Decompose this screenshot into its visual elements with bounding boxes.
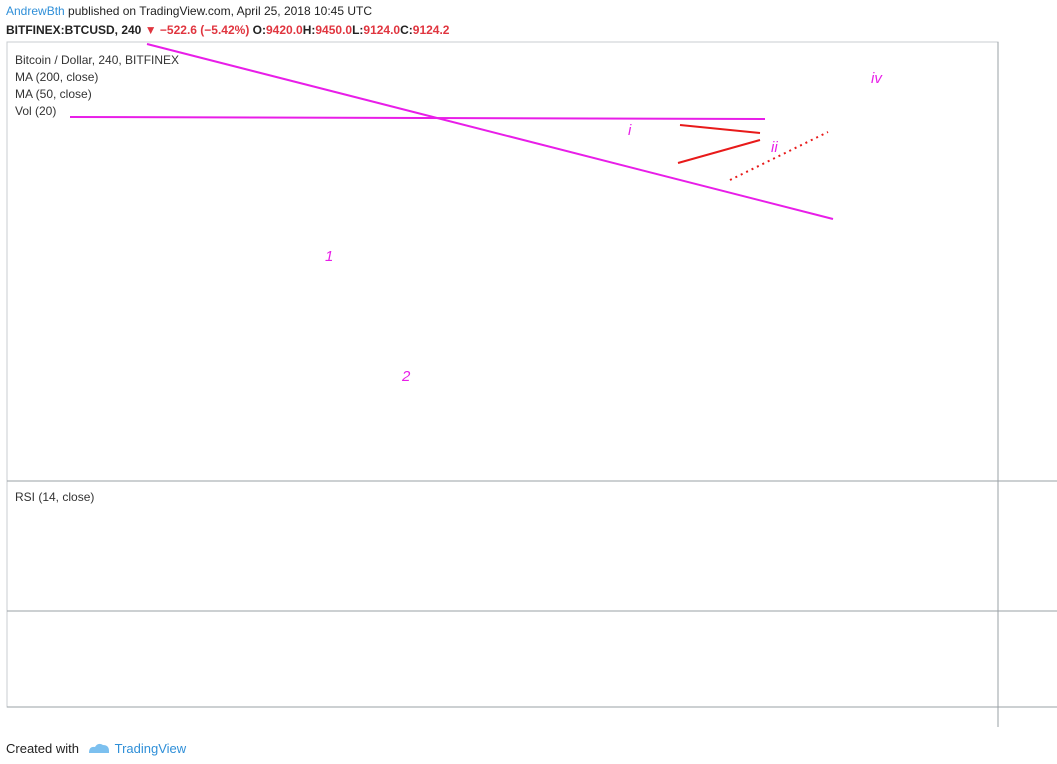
trend-line — [146, 43, 834, 220]
created: Created with — [6, 741, 79, 756]
ohlc-label: C: — [400, 23, 413, 37]
legend-entry: MA (200, close) — [15, 70, 98, 84]
wave-label: iv — [871, 70, 883, 87]
ohlc-value: 9124.2 — [412, 23, 450, 37]
wave-label: ii — [771, 139, 778, 156]
ohlc-label: O: — [252, 23, 266, 37]
logo — [88, 743, 109, 753]
brand[interactable]: TradingView — [114, 741, 187, 756]
legend-entry: RSI (14, close) — [15, 490, 94, 504]
triangle-line — [677, 139, 761, 164]
ohlc-value: 9124.0 — [363, 23, 401, 37]
ohlc-value: 9450.0 — [315, 23, 353, 37]
ohlc-value: 9420.0 — [266, 23, 303, 37]
chart-title: Bitcoin / Dollar, 240, BITFINEX — [15, 53, 179, 67]
published: published on TradingView.com, April 25, … — [68, 4, 373, 18]
header: AndrewBth published on TradingView.com, … — [6, 4, 372, 18]
legend-entry: Vol (20) — [15, 104, 56, 118]
ohlc: O:9420.0H:9450.0L:9124.0C:9124.2 — [253, 23, 450, 37]
wave-label: 2 — [401, 368, 411, 385]
legend-entry: MA (50, close) — [15, 87, 92, 101]
resistance-line — [69, 116, 766, 120]
ohlc-label: L: — [352, 23, 364, 37]
frame — [6, 41, 999, 708]
triangle-line — [679, 124, 761, 134]
change: ▼ −522.6 (−5.42%) — [144, 23, 250, 37]
wave-label: 1 — [325, 248, 333, 265]
ticker: BITFINEX:BTCUSD, 240 ▼ −522.6 (−5.42%) O… — [6, 23, 449, 37]
footer: Created with TradingView — [6, 739, 186, 756]
ohlc-label: H: — [302, 23, 316, 37]
symbol: BITFINEX:BTCUSD, 240 — [6, 23, 142, 37]
author[interactable]: AndrewBth — [6, 4, 65, 18]
wave-label: i — [628, 122, 632, 139]
projection-line — [729, 131, 829, 181]
